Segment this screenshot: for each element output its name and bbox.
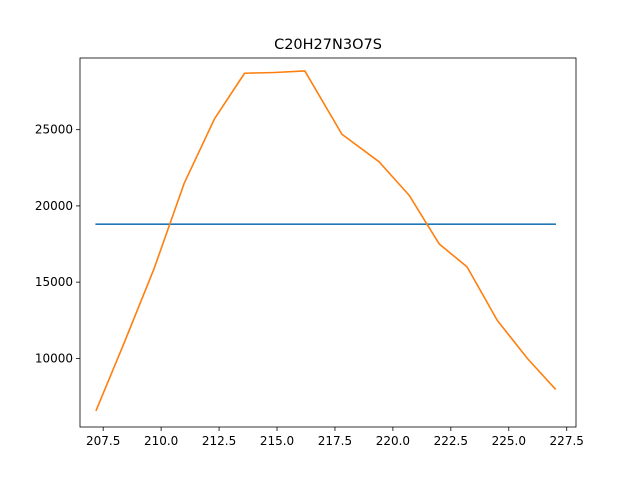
- x-tick-label: 217.5: [318, 434, 352, 448]
- x-tick-label: 222.5: [434, 434, 468, 448]
- x-tick-label: 210.0: [144, 434, 178, 448]
- series-line-2: [95, 70, 557, 412]
- x-tick-label: 212.5: [202, 434, 236, 448]
- y-axis: 10000 15000 20000 25000: [35, 123, 80, 365]
- plot-frame: [79, 57, 577, 428]
- x-tick-label: 215.0: [260, 434, 294, 448]
- x-tick-label: 207.5: [86, 434, 120, 448]
- y-tick-label: 20000: [35, 199, 73, 213]
- x-tick-label: 225.0: [492, 434, 526, 448]
- plot-lines: [95, 70, 557, 412]
- y-tick-label: 25000: [35, 123, 73, 137]
- x-tick-label: 227.5: [550, 434, 584, 448]
- x-tick-label: 220.0: [376, 434, 410, 448]
- x-axis: 207.5 210.0 212.5 215.0 217.5 220.0 222.5 225.0…: [86, 427, 584, 448]
- chart-title: C20H27N3O7S: [274, 37, 382, 53]
- y-tick-label: 10000: [35, 351, 73, 365]
- y-tick-label: 15000: [35, 275, 73, 289]
